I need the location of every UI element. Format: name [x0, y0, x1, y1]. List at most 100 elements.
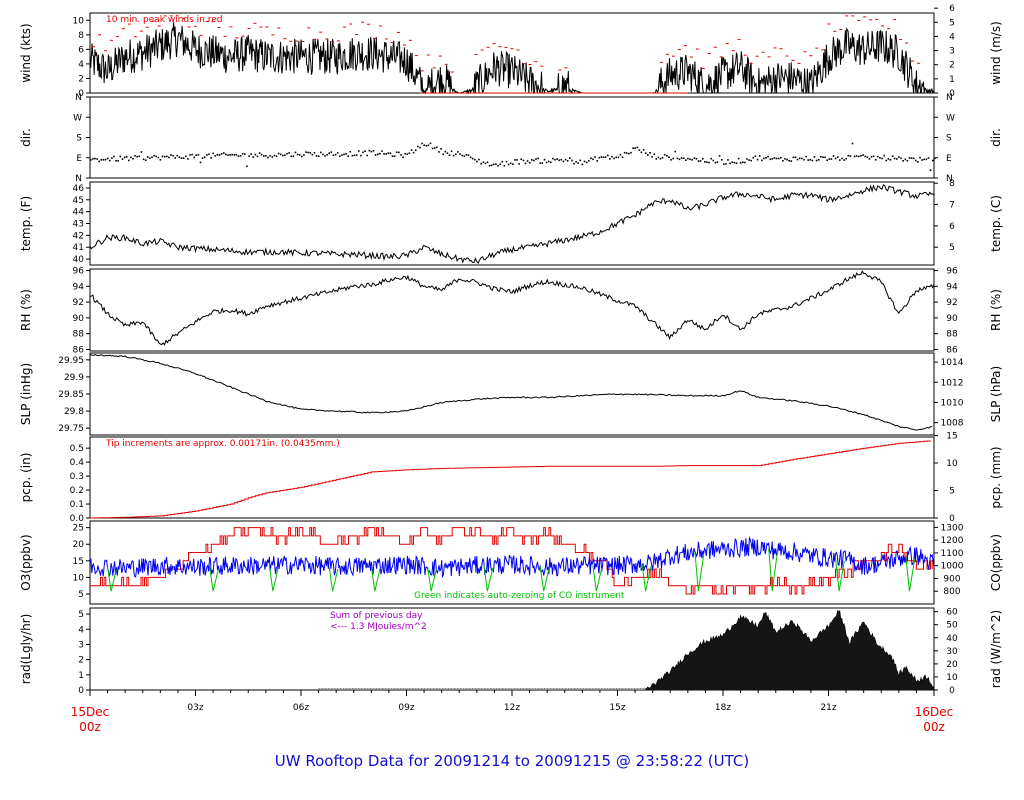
wind-ytick-right-label: 4 — [949, 32, 955, 42]
dir-point — [161, 155, 164, 158]
dir-point — [305, 151, 307, 153]
dir-point — [636, 146, 639, 149]
dir-point — [459, 153, 461, 155]
dir-point — [744, 161, 746, 164]
dir-point — [166, 155, 168, 158]
dir-point — [817, 159, 820, 161]
dir-point — [113, 155, 115, 158]
dir-ytick-right-label: N — [946, 93, 953, 103]
co-autozero-segment — [370, 565, 381, 592]
dir-point — [716, 161, 719, 163]
rad-ylabel-right: rad (W/m^2) — [989, 610, 1003, 688]
dir-point — [704, 161, 706, 163]
rh-ytick-right-label: 92 — [946, 298, 957, 308]
wind-ytick-label: 4 — [78, 60, 84, 70]
co-autozero-segment — [835, 558, 845, 592]
dir-point — [256, 155, 259, 158]
dir-point — [763, 157, 765, 160]
dir-point — [598, 156, 601, 159]
dir-point — [425, 145, 428, 147]
o3co-ytick-right-label: 1100 — [941, 549, 964, 559]
dir-point — [883, 154, 885, 157]
dir-point — [556, 158, 558, 160]
dir-ytick-label: N — [75, 93, 82, 103]
dir-point — [400, 154, 402, 156]
slp-ytick-right-label: 1008 — [941, 419, 964, 429]
dir-point — [872, 155, 875, 158]
dir-ytick-right-label: W — [946, 113, 955, 123]
dir-point — [714, 161, 717, 164]
dir-point — [739, 162, 742, 164]
dir-point — [273, 154, 276, 157]
rad-series-area — [645, 609, 935, 691]
dir-point — [908, 157, 911, 159]
dir-point — [718, 155, 721, 157]
dir-ytick-right-label: E — [946, 154, 952, 164]
slp-ytick-label: 29.8 — [64, 407, 84, 417]
dir-point — [478, 158, 480, 161]
dir-point — [187, 158, 189, 160]
dir-point — [94, 157, 96, 160]
dir-point — [98, 160, 100, 163]
dir-point — [317, 155, 320, 157]
dir-point — [761, 159, 763, 162]
dir-point — [313, 152, 316, 154]
dir-point — [642, 149, 645, 151]
dir-point — [822, 156, 824, 158]
dir-point — [735, 162, 738, 164]
dir-point — [733, 161, 736, 164]
wind-ytick-label: 8 — [78, 31, 84, 41]
dir-point — [277, 152, 280, 155]
dir-point — [537, 157, 539, 160]
dir-point — [463, 155, 466, 157]
dir-point — [429, 142, 432, 145]
pcp-ytick-right-label: 15 — [946, 432, 957, 442]
dir-point — [765, 157, 767, 159]
o3-series-line — [90, 527, 933, 595]
dir-point — [644, 152, 647, 154]
dir-point — [706, 161, 708, 163]
dir-point — [708, 161, 710, 164]
wind-ytick-right-label: 3 — [949, 47, 955, 57]
dir-point — [206, 154, 208, 156]
dir-point — [896, 158, 898, 160]
dir-point — [758, 155, 761, 157]
x-tick-label: 12z — [504, 703, 520, 713]
dir-point — [265, 155, 267, 157]
dir-point — [788, 159, 790, 162]
dir-point — [663, 153, 666, 156]
dir-point — [843, 159, 845, 161]
dir-point — [777, 157, 780, 160]
dir-point — [885, 159, 888, 162]
dir-point — [258, 152, 261, 154]
dir-point — [393, 155, 396, 157]
dir-point — [404, 152, 406, 155]
temp-ytick-label: 43 — [73, 220, 84, 230]
dir-point — [647, 154, 649, 156]
dir-point — [482, 161, 485, 164]
dir-point — [467, 154, 470, 156]
dir-point — [720, 159, 723, 161]
dir-point — [427, 144, 430, 147]
dir-point — [244, 153, 246, 155]
dir-point — [440, 148, 442, 150]
dir-ytick-right-label: S — [946, 134, 952, 144]
dir-point — [906, 159, 909, 162]
dir-point — [431, 147, 434, 150]
dir-point — [860, 155, 862, 157]
wind-series-line — [89, 22, 935, 95]
dir-point — [621, 156, 624, 158]
dir-point — [535, 158, 537, 160]
pcp-series-line — [90, 440, 931, 519]
dir-point — [737, 157, 740, 160]
dir-point — [96, 158, 98, 160]
dir-point — [881, 157, 883, 160]
dir-point — [480, 162, 482, 165]
dir-point — [136, 155, 138, 158]
dir-point — [571, 159, 573, 162]
dir-point — [729, 162, 731, 165]
dir-point — [417, 145, 419, 148]
dir-point — [201, 157, 204, 159]
o3co-ylabel: O3(ppbv) — [19, 534, 33, 590]
